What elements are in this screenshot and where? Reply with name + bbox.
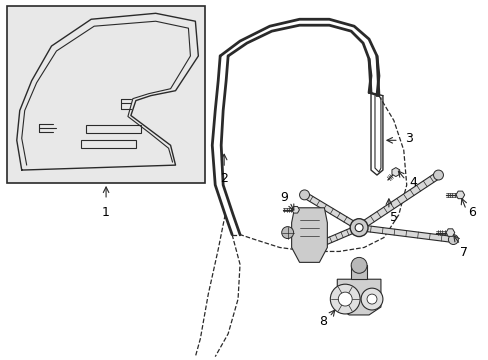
Text: 8: 8 bbox=[319, 315, 327, 328]
Polygon shape bbox=[337, 279, 380, 315]
Circle shape bbox=[299, 190, 309, 200]
Text: 1: 1 bbox=[102, 206, 110, 219]
Circle shape bbox=[338, 292, 351, 306]
Circle shape bbox=[314, 239, 324, 249]
Polygon shape bbox=[445, 229, 454, 237]
Circle shape bbox=[366, 294, 376, 304]
Text: 3: 3 bbox=[404, 132, 412, 145]
Circle shape bbox=[360, 288, 382, 310]
Polygon shape bbox=[358, 225, 453, 243]
Polygon shape bbox=[291, 208, 326, 262]
Text: 9: 9 bbox=[279, 192, 287, 204]
Polygon shape bbox=[303, 192, 360, 230]
Circle shape bbox=[330, 284, 359, 314]
Polygon shape bbox=[318, 225, 360, 247]
Circle shape bbox=[433, 170, 443, 180]
Polygon shape bbox=[391, 168, 399, 176]
Polygon shape bbox=[7, 6, 205, 183]
Text: 4: 4 bbox=[409, 176, 417, 189]
Polygon shape bbox=[350, 265, 366, 279]
Circle shape bbox=[354, 224, 362, 231]
Polygon shape bbox=[356, 172, 440, 230]
Text: 7: 7 bbox=[459, 246, 468, 259]
Circle shape bbox=[281, 227, 293, 239]
Polygon shape bbox=[455, 191, 464, 199]
Polygon shape bbox=[291, 207, 299, 213]
Circle shape bbox=[349, 219, 367, 237]
Circle shape bbox=[350, 257, 366, 273]
Text: 5: 5 bbox=[389, 211, 397, 224]
Circle shape bbox=[447, 235, 457, 244]
Text: 6: 6 bbox=[468, 206, 475, 219]
Text: 2: 2 bbox=[220, 171, 227, 185]
